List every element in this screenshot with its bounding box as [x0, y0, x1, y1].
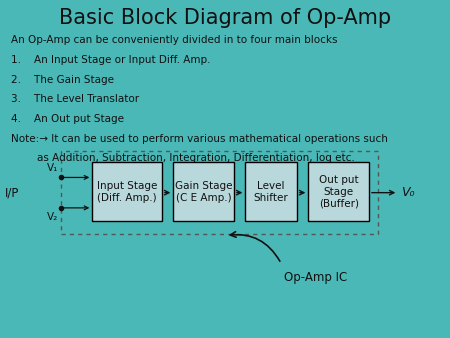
- Text: An Op-Amp can be conveniently divided in to four main blocks: An Op-Amp can be conveniently divided in…: [11, 35, 338, 46]
- Text: Basic Block Diagram of Op-Amp: Basic Block Diagram of Op-Amp: [59, 8, 391, 28]
- Text: Out put
Stage
(Buffer): Out put Stage (Buffer): [319, 175, 359, 209]
- FancyArrowPatch shape: [230, 232, 280, 261]
- Bar: [173, 162, 234, 221]
- Text: 2.    The Gain Stage: 2. The Gain Stage: [11, 75, 114, 85]
- Text: Op-Amp IC: Op-Amp IC: [284, 271, 347, 284]
- Bar: [92, 162, 162, 221]
- Text: 1.    An Input Stage or Input Diff. Amp.: 1. An Input Stage or Input Diff. Amp.: [11, 55, 211, 65]
- Text: 4.    An Out put Stage: 4. An Out put Stage: [11, 114, 124, 124]
- Text: as Addition, Subtraction, Integration, Differentiation, log etc.: as Addition, Subtraction, Integration, D…: [11, 153, 355, 163]
- Text: Note:→ It can be used to perform various mathematical operations such: Note:→ It can be used to perform various…: [11, 134, 388, 144]
- Text: Gain Stage
(C E Amp.): Gain Stage (C E Amp.): [175, 181, 232, 202]
- Text: V₂: V₂: [47, 212, 58, 222]
- Bar: [61, 151, 378, 234]
- Text: Input Stage
(Diff. Amp.): Input Stage (Diff. Amp.): [97, 181, 158, 202]
- Bar: [308, 162, 369, 221]
- Bar: [245, 162, 297, 221]
- Text: Level
Shifter: Level Shifter: [254, 181, 288, 202]
- Text: 3.    The Level Translator: 3. The Level Translator: [11, 94, 140, 104]
- Text: V₀: V₀: [401, 186, 415, 199]
- Text: V₁: V₁: [47, 163, 58, 173]
- Text: I/P: I/P: [4, 186, 19, 199]
